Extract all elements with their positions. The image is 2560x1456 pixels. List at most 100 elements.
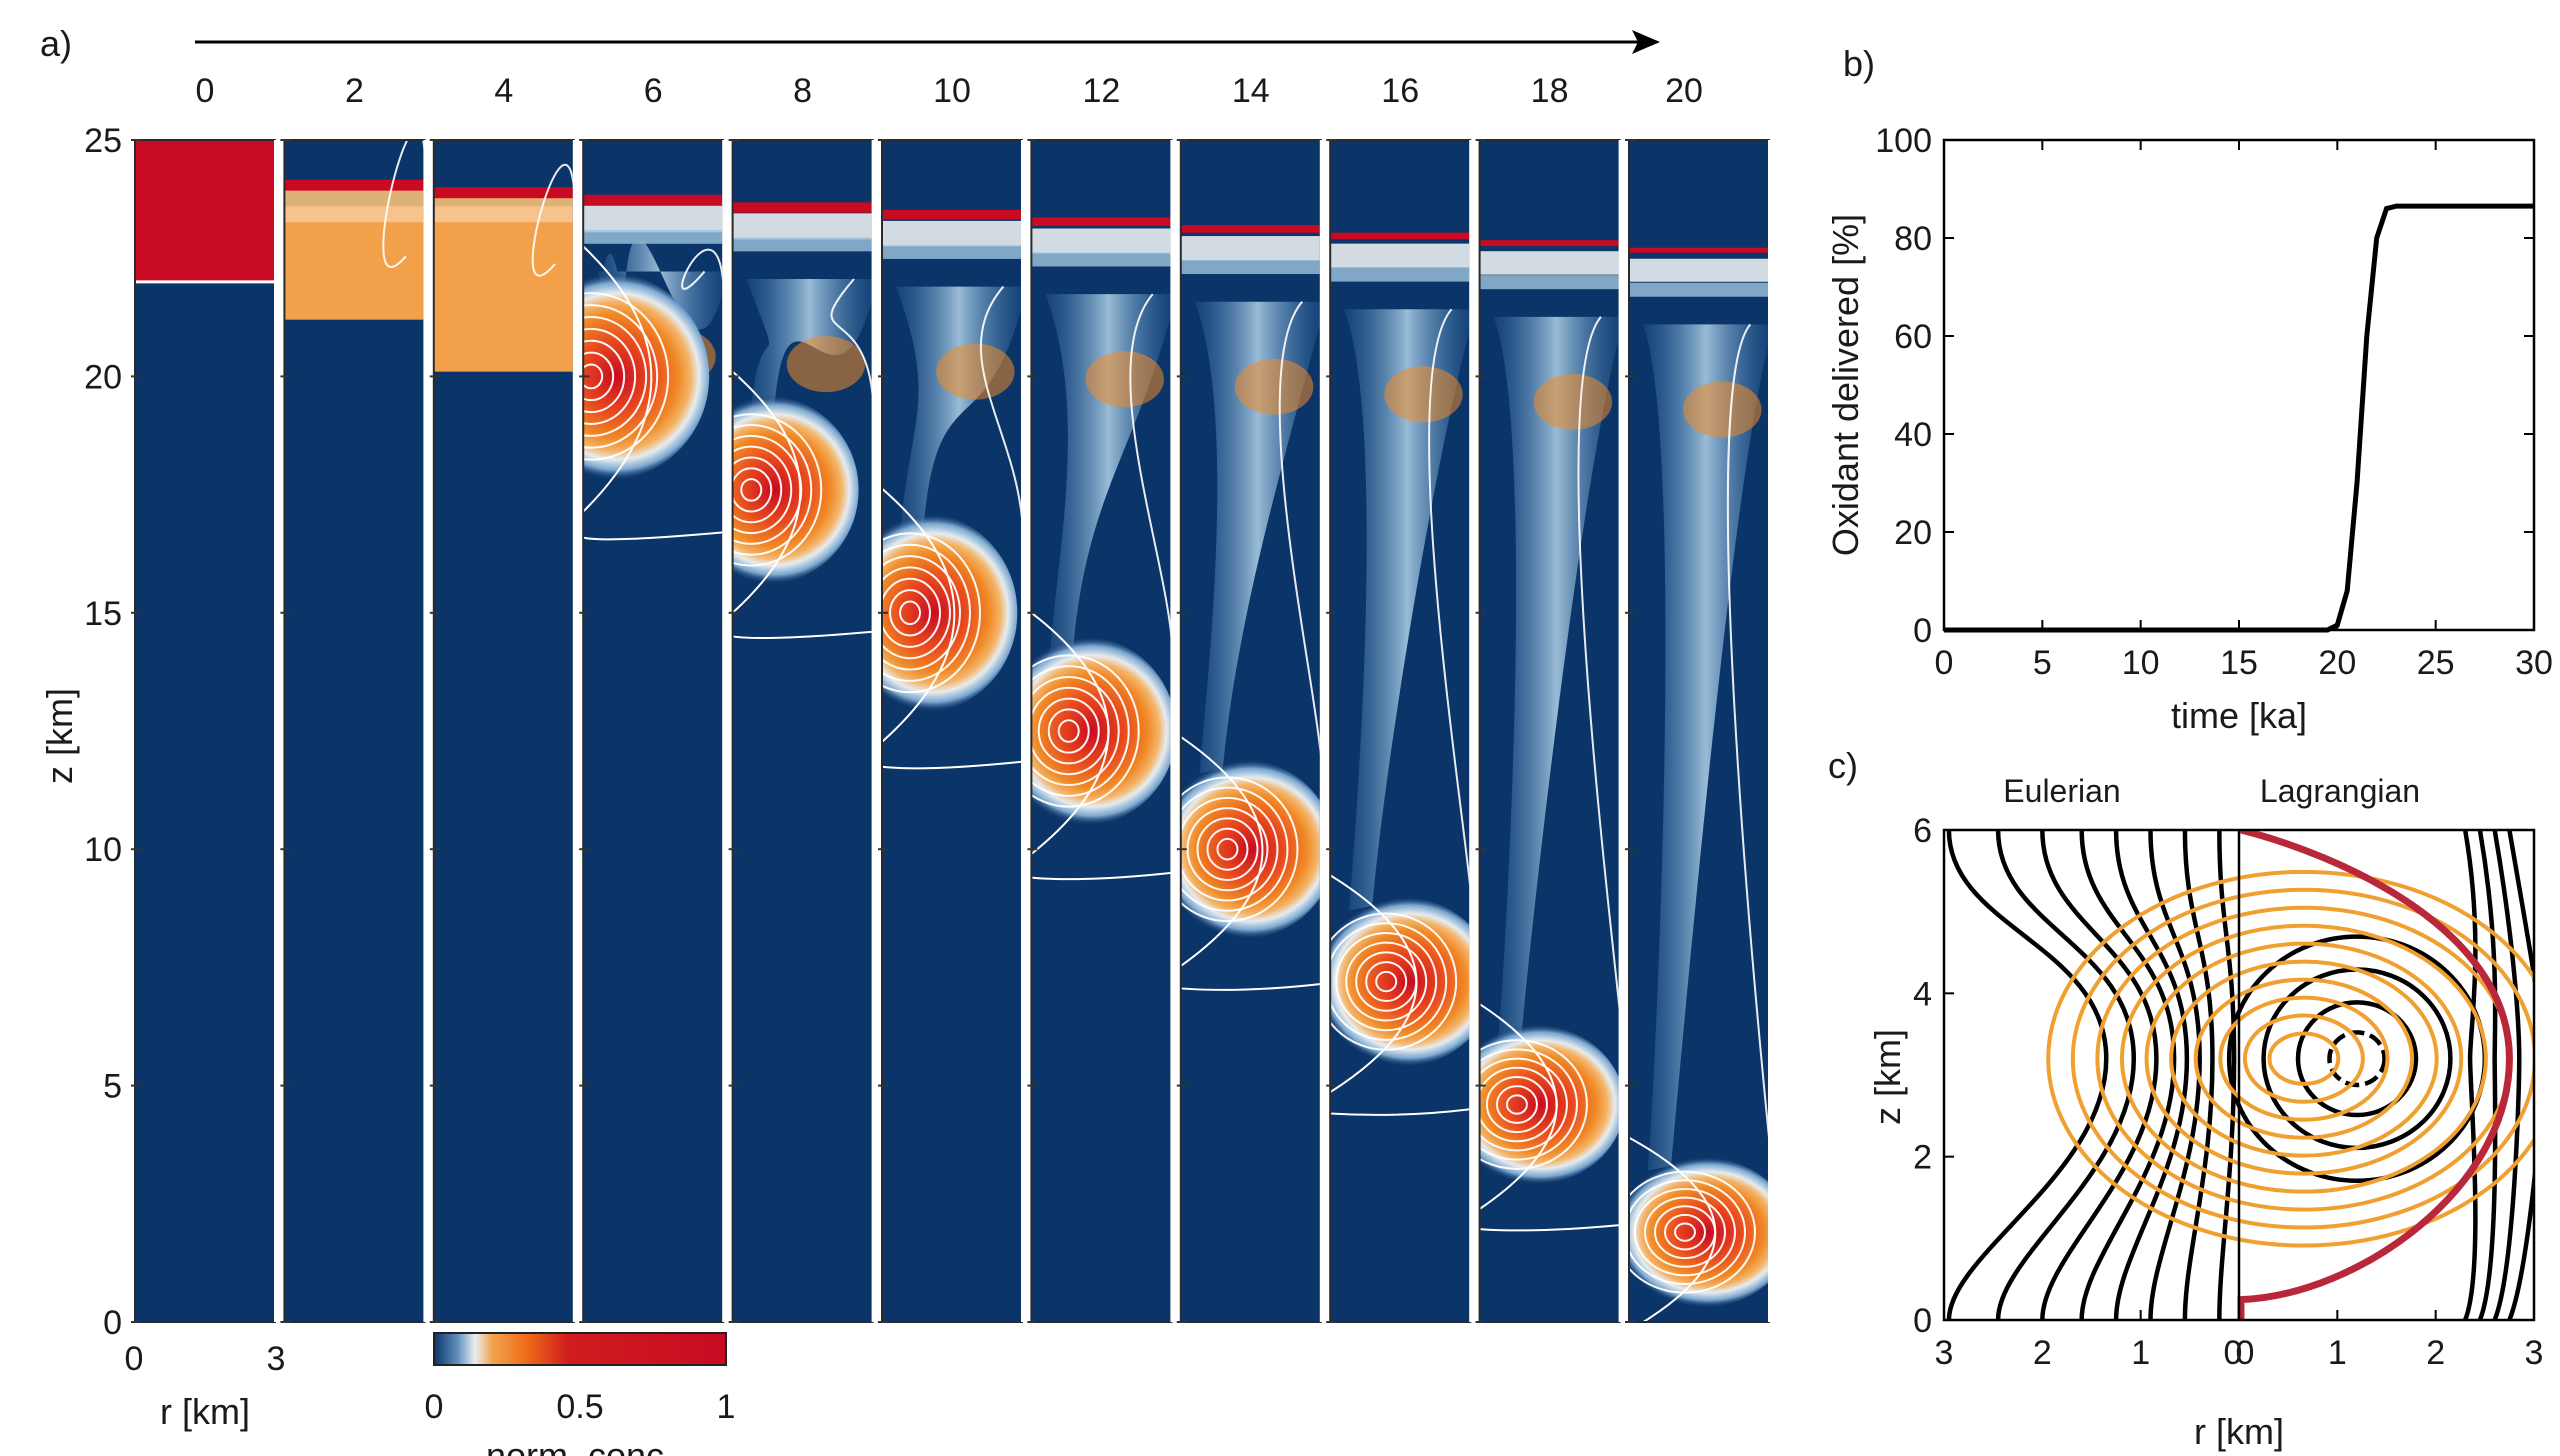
snapshot-strip [579, 139, 727, 1323]
plume-blob [732, 395, 859, 585]
panel-b-ticks: 0 5 10 15 20 25 30 0 20 40 60 80 100 [1875, 122, 2553, 682]
panel-a-xlabel: r [km] [160, 1391, 250, 1432]
snapshot-strip [1176, 139, 1324, 1323]
vorticity-contour [2267, 1031, 2341, 1086]
vorticity-contour [2070, 887, 2534, 1230]
colorbar-tick-1: 1 [717, 1388, 736, 1426]
time-label: 20 [1665, 72, 1703, 110]
snapshot-strip [878, 139, 1025, 1323]
vorticity-contour [2119, 923, 2488, 1194]
panel-a-y-axis: 0 5 10 15 20 25 [84, 122, 122, 1342]
colorbar-tick-0: 0 [425, 1388, 444, 1426]
top-layer [583, 194, 724, 207]
vorticity-contour [2046, 869, 2534, 1248]
panel-a-ytick: 15 [84, 595, 122, 633]
panel-c-label: c) [1828, 745, 1858, 786]
panel-c-xtick: 2 [2426, 1334, 2445, 1372]
plume-wake [1344, 309, 1471, 911]
time-label: 4 [494, 72, 513, 110]
panel-c-ytick: 6 [1913, 812, 1932, 850]
lagrangian-closed-streamline [2327, 1030, 2387, 1088]
panel-a-ytick: 20 [84, 358, 122, 396]
panel-a-xtick-3: 3 [267, 1340, 286, 1378]
top-layer [882, 209, 1022, 220]
panel-c-title-lagrangian: Lagrangian [2260, 773, 2420, 809]
panel-b-label: b) [1843, 43, 1875, 84]
eulerian-streamline [2079, 830, 2177, 1320]
panel-c-ytick: 2 [1913, 1139, 1932, 1177]
eulerian-streamline [2217, 830, 2237, 1320]
plume-wake [597, 238, 724, 330]
eulerian-streamline [1946, 830, 2109, 1320]
colorbar-label: norm. conc. [486, 1435, 674, 1456]
vorticity-contour [2242, 1013, 2365, 1104]
snapshot-strip [1625, 139, 1772, 1323]
plume-layer [284, 206, 425, 320]
panel-b-ytick: 40 [1894, 416, 1932, 454]
time-label: 18 [1531, 72, 1569, 110]
panel-b-xtick: 20 [2318, 644, 2356, 682]
time-label: 8 [793, 72, 812, 110]
panel-c-xtick: 1 [2131, 1334, 2150, 1372]
top-layer [1330, 232, 1471, 240]
top-layer [1629, 247, 1769, 253]
panel-b-xtick: 15 [2220, 644, 2258, 682]
top-layer [1031, 217, 1172, 227]
time-label: 16 [1381, 72, 1419, 110]
vorticity-contour [2193, 977, 2415, 1140]
panel-b-ytick: 60 [1894, 318, 1932, 356]
plume-wake [1194, 301, 1321, 774]
top-layer [284, 179, 425, 193]
panel-b-xtick: 30 [2515, 644, 2553, 682]
panel-b-xtick: 10 [2122, 644, 2160, 682]
time-labels: 0 2 4 6 8 10 12 14 16 18 20 [196, 72, 1703, 110]
plume-wake [1493, 316, 1620, 1039]
panel-b-ytick: 100 [1875, 122, 1932, 160]
panel-b: b) 0 5 10 15 20 25 30 0 20 40 60 80 100 time [ka] Ox… [1825, 43, 2553, 736]
top-layer [1479, 240, 1620, 247]
panel-a-ytick: 0 [103, 1304, 122, 1342]
plume-blob [1479, 1024, 1620, 1185]
panel-c-xtick: 0 [2236, 1334, 2255, 1372]
panel-a-label: a) [40, 23, 72, 64]
eulerian-streamline [2182, 830, 2215, 1320]
panel-c-xtick: 3 [1935, 1334, 1954, 1372]
time-label: 14 [1232, 72, 1270, 110]
panel-a-xtick-0: 0 [125, 1340, 144, 1378]
top-layer [732, 202, 873, 213]
time-label: 6 [644, 72, 663, 110]
snapshot-strip [429, 139, 577, 1323]
streamlines [1946, 830, 2534, 1320]
panel-c-ytick: 0 [1913, 1302, 1932, 1340]
panel-b-ylabel: Oxidant delivered [%] [1825, 214, 1866, 556]
vorticity-contour [2169, 959, 2439, 1158]
panel-c-xtick: 3 [2525, 1334, 2544, 1372]
strip-background [284, 140, 425, 1322]
panel-b-ytick: 20 [1894, 514, 1932, 552]
snapshot-strip [1326, 139, 1474, 1323]
panel-c-title-eulerian: Eulerian [2003, 773, 2120, 809]
panel-b-xtick: 0 [1935, 644, 1954, 682]
snapshot-strip [1475, 139, 1623, 1323]
lagrangian-open-streamline [2462, 830, 2478, 1320]
time-label: 2 [345, 72, 364, 110]
eulerian-streamline [1995, 830, 2137, 1320]
panel-a-ytick: 5 [103, 1068, 122, 1106]
plume-wake [1643, 324, 1769, 1171]
panel-c-xtick: 2 [2033, 1334, 2052, 1372]
plume-blob [1031, 636, 1172, 826]
separatrix-curve [2237, 830, 2513, 1320]
time-label: 12 [1082, 72, 1120, 110]
panel-a-ytick: 10 [84, 831, 122, 869]
panel-b-xlabel: time [ka] [2171, 695, 2307, 736]
lagrangian-closed-streamline [2295, 1000, 2419, 1118]
eulerian-streamline [2040, 830, 2159, 1320]
top-layer [1180, 225, 1321, 233]
panel-c-ylabel: z [km] [1867, 1029, 1908, 1125]
panel-b-xtick: 5 [2033, 644, 2052, 682]
vorticity-contours [2046, 869, 2534, 1248]
vorticity-contour [2144, 941, 2464, 1176]
strip-background [135, 140, 275, 1322]
